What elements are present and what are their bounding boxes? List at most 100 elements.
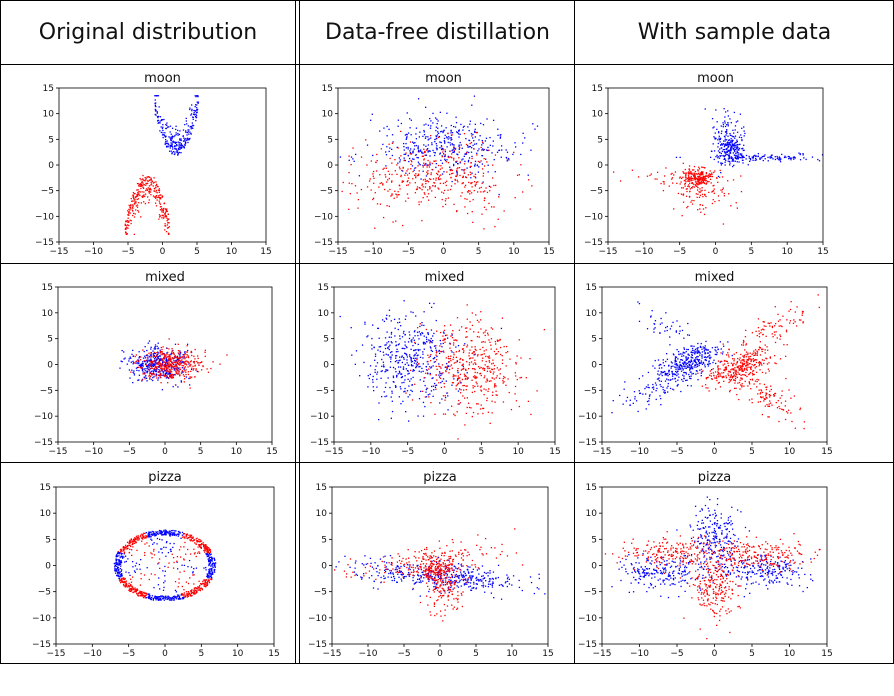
scatter-point	[490, 327, 492, 329]
scatter-point	[149, 365, 152, 367]
scatter-point	[422, 155, 424, 157]
scatter-point	[685, 350, 687, 353]
scatter-point	[691, 349, 694, 352]
scatter-point	[708, 357, 711, 359]
scatter-point	[188, 377, 190, 380]
scatter-point	[195, 119, 197, 122]
scatter-point	[423, 158, 425, 160]
scatter-point	[168, 372, 170, 375]
scatter-point	[696, 347, 698, 350]
scatter-point	[728, 155, 731, 157]
scatter-point	[156, 367, 158, 369]
scatter-point	[687, 353, 689, 355]
scatter-point	[144, 202, 147, 205]
scatter-point	[690, 201, 692, 203]
scatter-point	[417, 343, 419, 346]
scatter-point	[173, 145, 176, 148]
scatter-point	[427, 124, 430, 126]
scatter-point	[469, 123, 471, 125]
scatter-point	[755, 155, 757, 158]
scatter-point	[390, 341, 392, 343]
scatter-point	[769, 357, 771, 359]
x-tick-label: −5	[123, 447, 136, 457]
scatter-point	[680, 187, 683, 189]
scatter-point	[187, 356, 189, 358]
scatter-point	[400, 376, 403, 379]
scatter-point	[385, 369, 387, 371]
scatter-point	[696, 370, 698, 372]
scatter-point	[463, 397, 466, 399]
scatter-point	[776, 407, 779, 409]
scatter-point	[479, 161, 481, 163]
scatter-point	[385, 176, 387, 178]
scatter-point	[180, 372, 183, 374]
scatter-point	[674, 171, 677, 173]
scatter-point	[490, 348, 492, 350]
scatter-point	[464, 377, 467, 380]
scatter-point	[475, 183, 477, 185]
scatter-point	[367, 335, 369, 337]
scatter-point	[718, 373, 720, 375]
scatter-point	[689, 367, 692, 369]
scatter-point	[699, 188, 701, 190]
scatter-point	[765, 388, 768, 391]
scatter-point	[457, 167, 459, 169]
scatter-point	[144, 370, 146, 372]
scatter-point	[471, 181, 473, 184]
scatter-point	[424, 151, 426, 153]
scatter-point	[756, 334, 758, 337]
scatter-point	[462, 158, 464, 160]
scatter-point	[773, 325, 776, 327]
scatter-point	[195, 115, 198, 117]
scatter-point	[138, 379, 140, 381]
scatter-point	[409, 355, 411, 358]
scatter-point	[709, 351, 711, 353]
scatter-point	[173, 353, 175, 355]
scatter-point	[131, 200, 134, 202]
scatter-point	[733, 136, 735, 138]
scatter-point	[423, 159, 425, 161]
scatter-point	[186, 343, 189, 345]
scatter-point	[741, 147, 744, 150]
scatter-point	[156, 362, 158, 364]
scatter-point	[485, 329, 487, 331]
scatter-point	[204, 349, 206, 351]
scatter-point	[473, 331, 475, 333]
scatter-point	[349, 193, 351, 195]
scatter-point	[495, 394, 497, 396]
scatter-point	[386, 205, 388, 207]
y-tick-label: −5	[590, 187, 603, 197]
scatter-point	[395, 386, 397, 388]
scatter-point	[159, 120, 161, 122]
scatter-point	[435, 347, 437, 349]
scatter-point	[388, 315, 391, 317]
scatter-point	[168, 377, 170, 380]
scatter-point	[654, 359, 656, 362]
scatter-point	[682, 194, 684, 196]
scatter-point	[470, 141, 473, 144]
scatter-point	[151, 180, 153, 183]
scatter-point	[383, 127, 385, 129]
scatter-point	[451, 334, 453, 336]
scatter-point	[664, 380, 667, 382]
scatter-point	[690, 177, 692, 180]
scatter-point	[132, 194, 134, 196]
scatter-point	[184, 366, 187, 368]
scatter-point	[153, 363, 155, 365]
scatter-point	[723, 148, 726, 151]
scatter-point	[176, 357, 179, 359]
scatter-point	[705, 171, 708, 174]
scatter-point	[127, 220, 130, 222]
scatter-point	[412, 150, 414, 152]
scatter-point	[701, 348, 703, 350]
scatter-point	[179, 139, 181, 141]
scatter-point	[462, 384, 464, 387]
scatter-point	[482, 407, 485, 410]
scatter-point	[412, 337, 414, 339]
scatter-point	[733, 132, 735, 134]
scatter-point	[454, 183, 456, 185]
scatter-point	[168, 338, 170, 340]
scatter-point	[520, 164, 522, 166]
scatter-point	[723, 135, 726, 138]
scatter-point	[734, 125, 737, 127]
